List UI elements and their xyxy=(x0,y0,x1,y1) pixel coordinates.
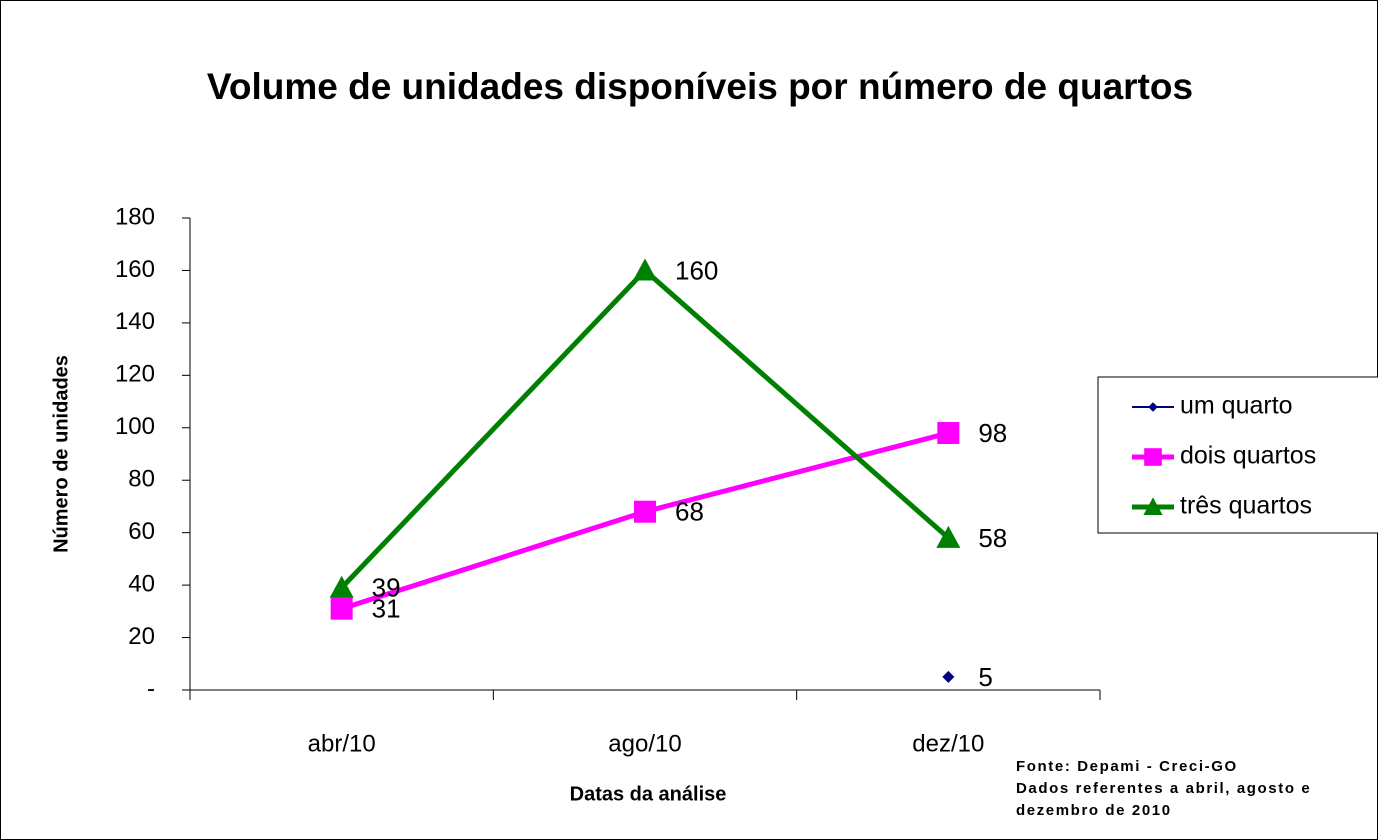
marker xyxy=(1148,402,1158,412)
y-tick-label: 140 xyxy=(115,308,155,335)
marker xyxy=(633,258,657,281)
y-tick-label: 40 xyxy=(128,570,155,597)
annotations: Fonte: Depami - Creci-GO Dados referente… xyxy=(1016,756,1378,822)
y-tick-label: 120 xyxy=(115,361,155,388)
x-axis-label: Datas da análise xyxy=(570,783,727,805)
y-axis-label: Número de unidades xyxy=(50,355,72,553)
line xyxy=(339,266,950,590)
x-tick-label: abr/10 xyxy=(308,730,376,757)
x-tick-label: ago/10 xyxy=(608,730,681,757)
annotation: Fonte: Depami - Creci-GO xyxy=(1016,758,1238,775)
marker xyxy=(942,670,955,683)
data-label: 98 xyxy=(978,418,1007,448)
marker xyxy=(330,597,353,620)
data-label: 39 xyxy=(372,573,401,603)
legend-label: dois quartos xyxy=(1180,442,1316,470)
marker xyxy=(634,500,656,523)
data-label: 68 xyxy=(675,497,704,527)
data-label: 58 xyxy=(978,523,1007,553)
marker xyxy=(329,575,354,598)
marker xyxy=(937,422,960,445)
y-tick-label: 60 xyxy=(128,518,155,545)
legend-label: um quarto xyxy=(1180,392,1293,420)
chart-title: Volume de unidades disponíveis por númer… xyxy=(206,66,1194,107)
y-tick-label: - xyxy=(147,675,155,702)
y-tick-label: 180 xyxy=(115,203,155,230)
x-tick-label: dez/10 xyxy=(912,730,984,757)
legend-label: três quartos xyxy=(1180,492,1312,520)
y-tick-label: 80 xyxy=(128,466,155,493)
y-tick-label: 100 xyxy=(115,413,155,440)
annotation: Dados referentes a abril, agosto e dezem… xyxy=(1016,780,1312,819)
y-tick-label: 20 xyxy=(128,623,155,650)
data-label: 31 xyxy=(372,594,401,624)
marker xyxy=(936,525,961,548)
y-tick-label: 160 xyxy=(115,256,155,283)
data-label: 5 xyxy=(978,662,992,692)
marker xyxy=(1143,497,1163,515)
data-label: 160 xyxy=(675,255,718,285)
marker xyxy=(1144,448,1162,466)
